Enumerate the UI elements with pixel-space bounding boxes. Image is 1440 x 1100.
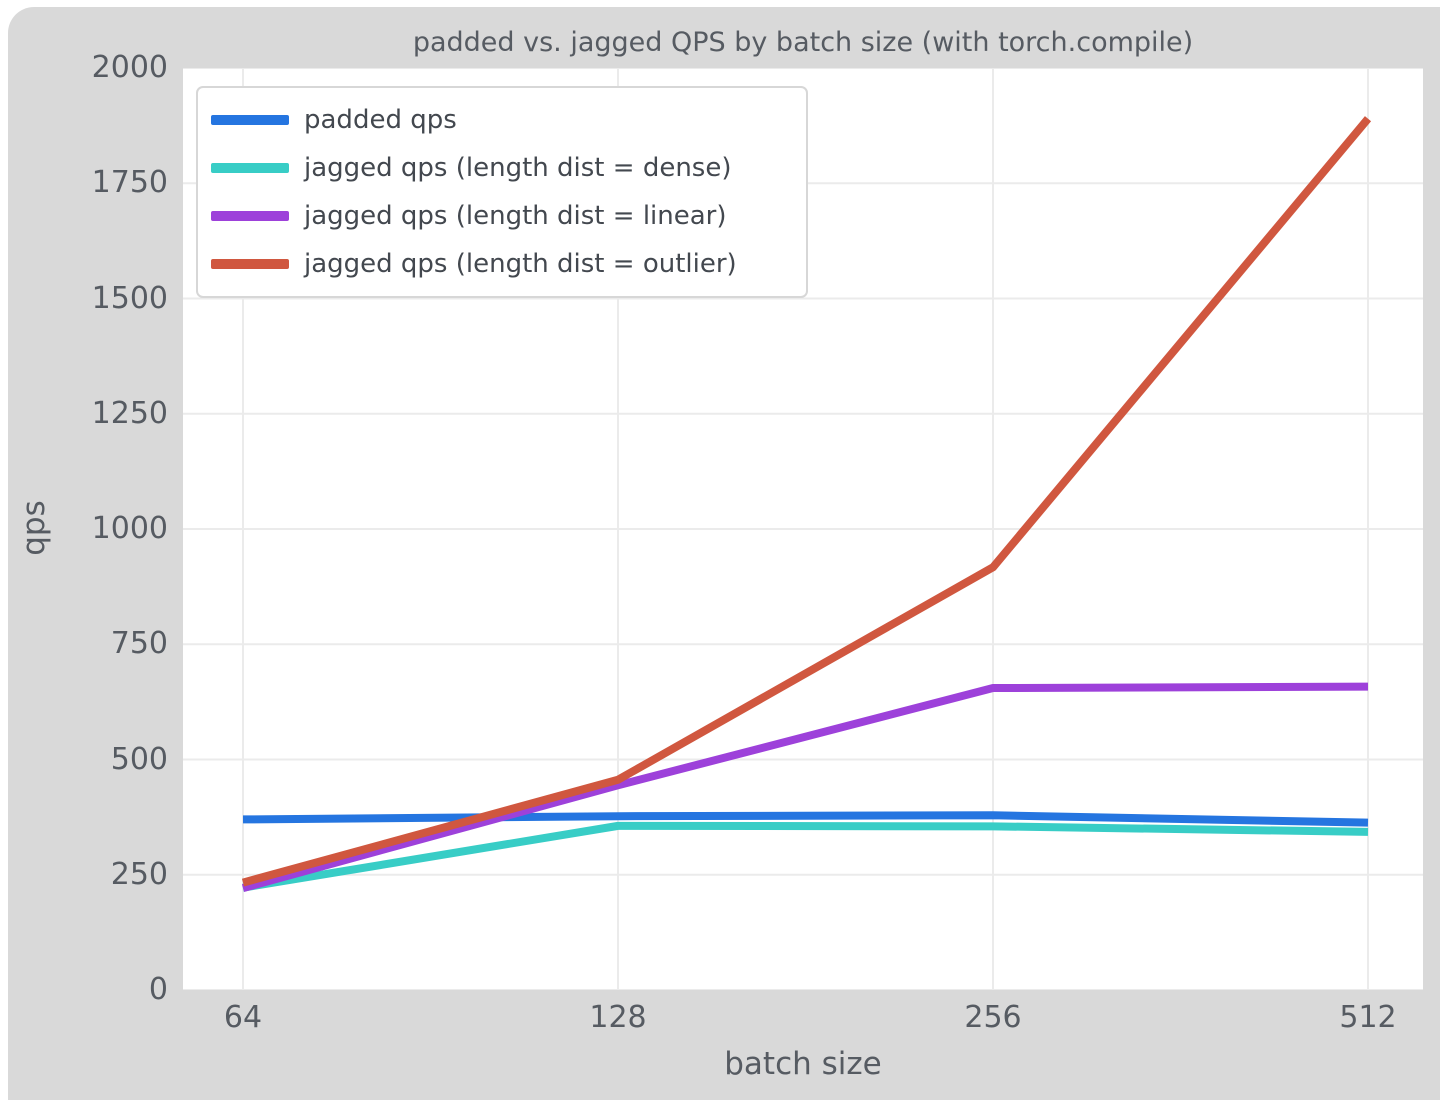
x-axis-label: batch size: [724, 1046, 882, 1082]
x-tick-label: 256: [964, 1000, 1022, 1035]
series-line: [241, 682, 1369, 892]
legend-item: jagged qps (length dist = linear): [211, 192, 792, 240]
legend: padded qps jagged qps (length dist = dens…: [196, 86, 808, 298]
legend-label: jagged qps (length dist = linear): [304, 201, 727, 231]
y-tick-label: 500: [110, 741, 168, 777]
y-tick-label: 750: [110, 626, 168, 662]
legend-swatch: [211, 211, 289, 221]
legend-item: padded qps: [211, 96, 792, 144]
y-tick-label: 1000: [91, 511, 168, 546]
series-line: [242, 821, 1369, 892]
y-axis-label: qps: [16, 500, 52, 556]
y-tick-label: 0: [148, 972, 168, 1007]
legend-swatch: [211, 163, 289, 173]
y-tick-label: 1250: [91, 395, 168, 431]
y-tick-label: 2000: [91, 50, 168, 85]
legend-item: jagged qps (length dist = dense): [211, 144, 792, 192]
legend-swatch: [211, 259, 289, 269]
legend-swatch: [211, 115, 289, 125]
legend-item: jagged qps (length dist = outlier): [211, 240, 792, 288]
x-tick-label: 512: [1339, 1000, 1397, 1035]
chart-title: padded vs. jagged QPS by batch size (wit…: [412, 27, 1194, 58]
series-line: [242, 811, 1369, 827]
legend-label: jagged qps (length dist = dense): [304, 153, 732, 183]
x-tick-label: 128: [589, 1000, 647, 1035]
legend-label: padded qps: [304, 105, 457, 135]
x-tick-label: 64: [223, 1000, 263, 1035]
y-tick-label: 250: [110, 856, 168, 892]
series-line: [241, 116, 1372, 887]
y-tick-label: 1500: [91, 280, 168, 316]
y-tick-label: 1750: [91, 165, 168, 201]
legend-label: jagged qps (length dist = outlier): [304, 249, 737, 279]
